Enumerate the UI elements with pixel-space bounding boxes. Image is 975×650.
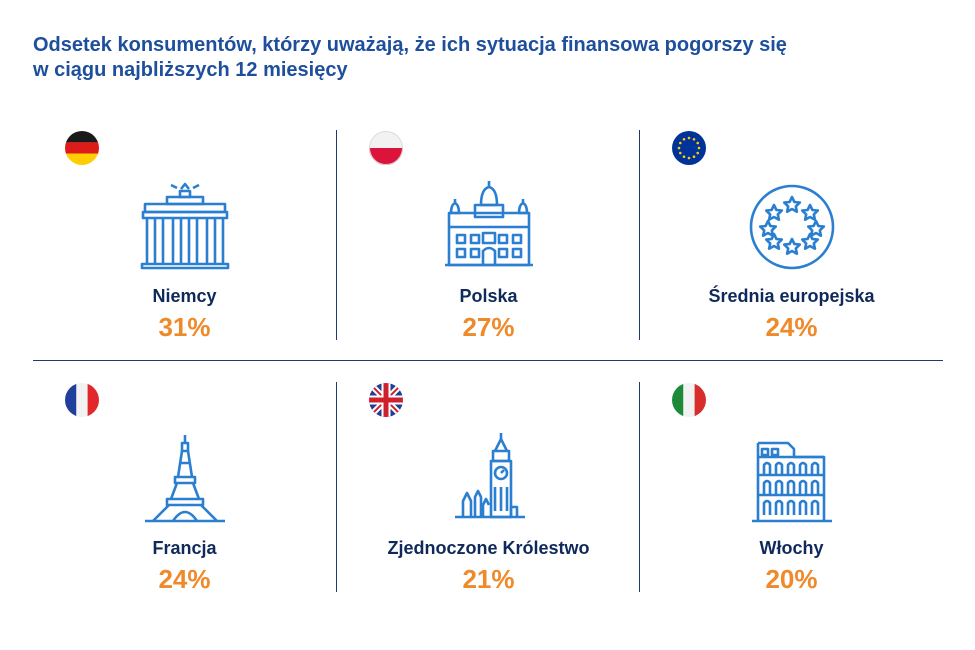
divider-vertical (639, 130, 640, 340)
brandenburg-gate-icon (33, 179, 336, 273)
divider-vertical (639, 382, 640, 592)
country-card-italy: Włochy 20% (640, 383, 943, 613)
country-name: Włochy (759, 538, 824, 558)
percent-value: 27% (462, 312, 515, 342)
country-card-uk: Zjednoczone Królestwo 21% (337, 383, 640, 613)
country-name: Polska (459, 286, 518, 306)
country-card-eu-average: Średnia europejska 24% (640, 131, 943, 361)
germany-flag-icon (65, 131, 99, 165)
country-card-poland: Polska 27% (337, 131, 640, 361)
eu-flag-icon (672, 131, 706, 165)
country-name: Niemcy (152, 286, 217, 306)
country-card-france: Francja 24% (33, 383, 336, 613)
country-name: Zjednoczone Królestwo (387, 538, 590, 558)
divider-vertical (336, 382, 337, 592)
eiffel-tower-icon (33, 431, 336, 525)
wawel-castle-icon (337, 179, 640, 273)
divider-horizontal (33, 360, 943, 361)
country-name: Średnia europejska (708, 286, 875, 306)
france-flag-icon (65, 383, 99, 417)
eu-stars-circle-icon (640, 179, 943, 273)
percent-value: 24% (765, 312, 818, 342)
divider-vertical (336, 130, 337, 340)
italy-flag-icon (672, 383, 706, 417)
colosseum-icon (640, 431, 943, 525)
big-ben-icon (337, 431, 640, 525)
percent-value: 24% (158, 564, 211, 594)
country-card-germany: Niemcy 31% (33, 131, 336, 361)
percent-value: 20% (765, 564, 818, 594)
poland-flag-icon (369, 131, 403, 165)
uk-flag-icon (369, 383, 403, 417)
percent-value: 31% (158, 312, 211, 342)
percent-value: 21% (462, 564, 515, 594)
title-line-1: Odsetek konsumentów, którzy uważają, że … (33, 34, 787, 56)
title-line-2: w ciągu najbliższych 12 miesięcy (33, 59, 348, 81)
country-name: Francja (152, 538, 217, 558)
page-title: Odsetek konsumentów, którzy uważają, że … (33, 33, 933, 83)
